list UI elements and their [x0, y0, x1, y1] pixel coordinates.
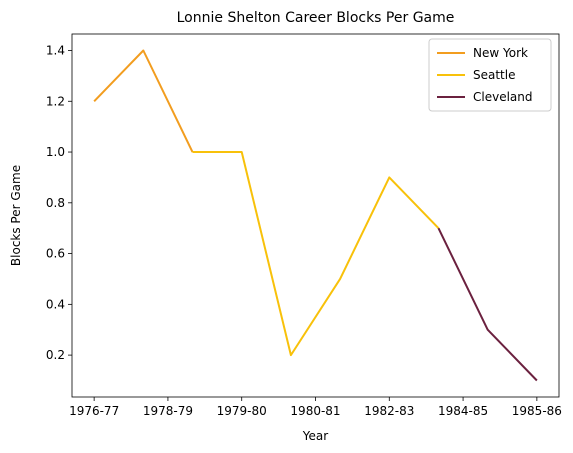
x-tick-label: 1976-77 — [69, 404, 119, 418]
x-tick-label: 1978-79 — [143, 404, 193, 418]
y-tick-label: 0.4 — [46, 297, 65, 311]
y-axis: 0.2 0.4 0.6 0.8 1.0 1.2 1.4 — [46, 44, 72, 362]
legend-label-new-york: New York — [473, 46, 528, 60]
x-tick-label: 1985-86 — [512, 404, 562, 418]
y-tick-label: 1.4 — [46, 44, 65, 58]
legend-label-cleveland: Cleveland — [473, 90, 533, 104]
x-tick-label: 1982-83 — [364, 404, 414, 418]
x-tick-label: 1980-81 — [290, 404, 340, 418]
legend-label-seattle: Seattle — [473, 68, 515, 82]
y-tick-label: 1.2 — [46, 94, 65, 108]
x-tick-label: 1984-85 — [438, 404, 488, 418]
legend: New York Seattle Cleveland — [428, 38, 552, 112]
y-tick-label: 0.2 — [46, 348, 65, 362]
series-line-new-york — [93, 49, 194, 153]
chart-title: Lonnie Shelton Career Blocks Per Game — [177, 10, 455, 26]
y-axis-label: Blocks Per Game — [9, 165, 23, 266]
series-line-seattle — [192, 151, 440, 357]
series-line-cleveland — [437, 227, 538, 382]
y-tick-label: 1.0 — [46, 145, 65, 159]
legend-box — [428, 38, 552, 112]
y-tick-label: 0.8 — [46, 196, 65, 210]
series-layer — [93, 49, 538, 382]
x-tick-label: 1979-80 — [217, 404, 267, 418]
x-axis-label: Year — [302, 429, 328, 443]
y-tick-label: 0.6 — [46, 247, 65, 261]
x-axis: 1976-77 1978-79 1979-80 1980-81 1982-83 1984-… — [69, 397, 562, 418]
